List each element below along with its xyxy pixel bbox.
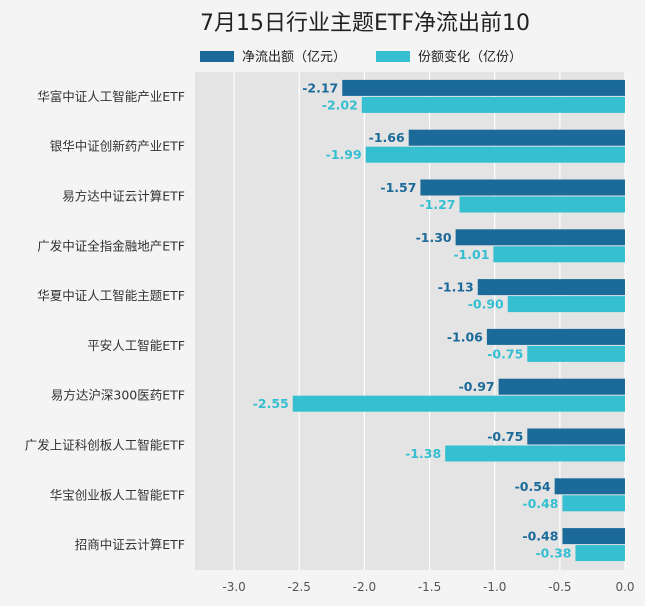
legend-swatch-outflow xyxy=(200,51,234,62)
legend-label-outflow: 净流出额（亿元） xyxy=(242,50,346,65)
value-label-outflow: -1.30 xyxy=(416,230,452,245)
value-label-share-change: -2.02 xyxy=(322,97,358,112)
x-tick-label: -3.0 xyxy=(222,580,245,594)
category-label: 招商中证云计算ETF xyxy=(75,537,185,552)
value-label-share-change: -1.99 xyxy=(326,147,362,162)
value-label-share-change: -0.75 xyxy=(487,346,523,361)
bar-outflow xyxy=(527,428,625,445)
category-label: 华宝创业板人工智能ETF xyxy=(50,487,185,502)
value-label-outflow: -2.17 xyxy=(302,80,338,95)
bar-share-change xyxy=(493,246,625,263)
value-label-outflow: -0.97 xyxy=(459,379,495,394)
value-label-outflow: -1.06 xyxy=(447,329,483,344)
value-label-outflow: -0.54 xyxy=(515,479,551,494)
value-label-outflow: -1.13 xyxy=(438,280,474,295)
category-label: 广发中证全指金融地产ETF xyxy=(37,238,185,253)
value-label-outflow: -0.48 xyxy=(522,529,558,544)
bar-share-change xyxy=(562,495,625,512)
category-label: 华夏中证人工智能主题ETF xyxy=(37,288,185,303)
category-label: 华富中证人工智能产业ETF xyxy=(37,89,185,104)
bar-outflow xyxy=(455,229,625,246)
category-label: 广发上证科创板人工智能ETF xyxy=(25,438,185,453)
value-label-outflow: -0.75 xyxy=(487,429,523,444)
x-tick-label: -1.0 xyxy=(483,580,506,594)
x-tick-label: -2.5 xyxy=(288,580,311,594)
category-label: 易方达沪深300医药ETF xyxy=(51,388,185,403)
x-tick-label: -0.5 xyxy=(548,580,571,594)
category-label: 易方达中证云计算ETF xyxy=(62,189,185,204)
value-label-outflow: -1.66 xyxy=(369,130,405,145)
legend-label-share-change: 份额变化（亿份） xyxy=(418,49,522,65)
bar-share-change xyxy=(292,395,625,412)
chart-title: 7月15日行业主题ETF净流出前10 xyxy=(200,11,530,36)
legend-swatch-share-change xyxy=(376,51,410,62)
category-label: 平安人工智能ETF xyxy=(87,338,185,353)
value-label-share-change: -0.90 xyxy=(468,297,504,312)
bar-share-change xyxy=(527,345,625,362)
bar-outflow xyxy=(486,328,625,345)
bars xyxy=(292,79,625,562)
category-label: 银华中证创新药产业ETF xyxy=(50,139,185,154)
value-label-share-change: -0.48 xyxy=(522,496,558,511)
x-axis-ticks: -3.0 -2.5 -2.0 -1.5 -1.0 -0.5 0.0 xyxy=(222,580,634,594)
bar-share-change xyxy=(507,296,625,313)
bar-share-change xyxy=(575,545,625,562)
bar-outflow xyxy=(562,528,625,545)
x-tick-label: -2.0 xyxy=(353,580,376,594)
legend: 净流出额（亿元） 份额变化（亿份） xyxy=(200,49,522,65)
bar-outflow xyxy=(554,478,625,495)
value-label-outflow: -1.57 xyxy=(380,180,416,195)
x-tick-label: -1.5 xyxy=(418,580,441,594)
bar-share-change xyxy=(445,445,625,462)
value-labels: -2.17 -2.02 -1.66 -1.99 -1.57-1.27 -1.30-1.01… xyxy=(253,80,572,560)
value-label-share-change: -1.01 xyxy=(453,247,489,262)
category-labels: 华富中证人工智能产业ETF 银华中证创新药产业ETF 易方达中证云计算ETF 广发中证… xyxy=(25,89,185,552)
bar-outflow xyxy=(420,179,625,196)
bar-outflow xyxy=(498,378,625,395)
value-label-share-change: -0.38 xyxy=(535,546,571,561)
value-label-share-change: -1.38 xyxy=(405,446,441,461)
bar-share-change xyxy=(361,96,625,113)
x-tick-label: 0.0 xyxy=(615,580,634,594)
value-label-share-change: -2.55 xyxy=(253,396,289,411)
bar-outflow xyxy=(408,129,625,146)
bar-outflow xyxy=(477,279,625,296)
value-label-share-change: -1.27 xyxy=(419,197,455,212)
bar-share-change xyxy=(459,196,625,213)
bar-share-change xyxy=(365,146,625,163)
bar-outflow xyxy=(342,79,625,96)
